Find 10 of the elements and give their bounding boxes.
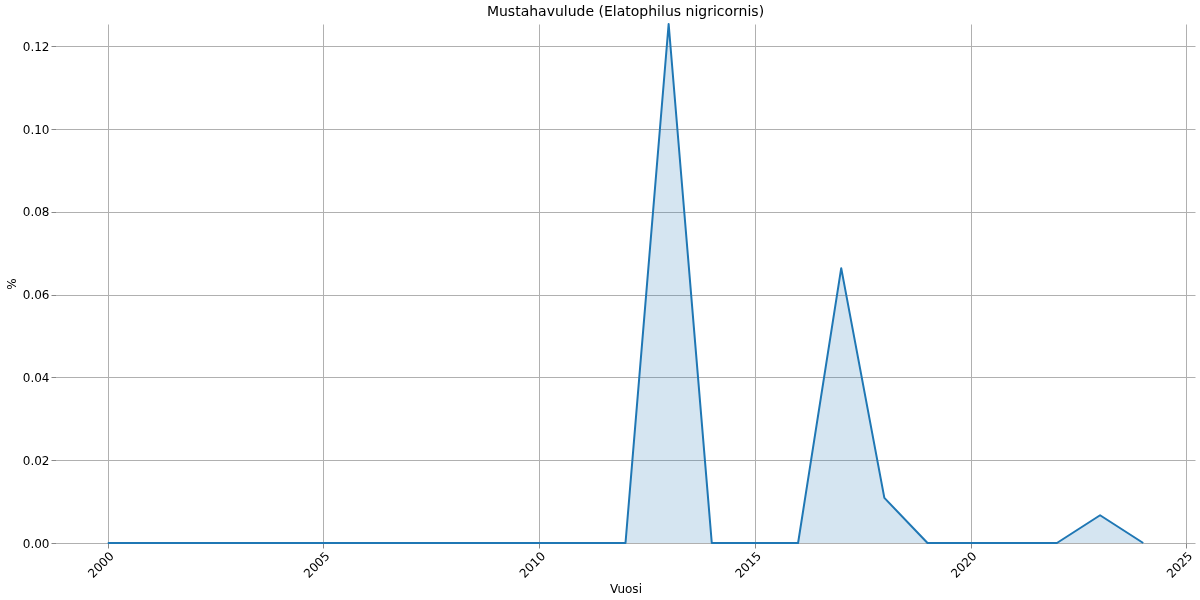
y-axis-title: % xyxy=(4,278,19,290)
x-axis-title: Vuosi xyxy=(610,581,642,596)
y-tick-label: 0.06 xyxy=(22,288,50,303)
y-tick-label: 0.10 xyxy=(22,122,50,137)
y-tick-label: 0.12 xyxy=(22,39,50,54)
y-tick-label: 0.02 xyxy=(22,453,50,468)
chart-title: Mustahavulude (Elatophilus nigricornis) xyxy=(486,3,765,19)
y-tick-label: 0.00 xyxy=(22,536,50,551)
y-tick-label: 0.04 xyxy=(22,370,50,385)
y-tick-label: 0.08 xyxy=(22,205,50,220)
